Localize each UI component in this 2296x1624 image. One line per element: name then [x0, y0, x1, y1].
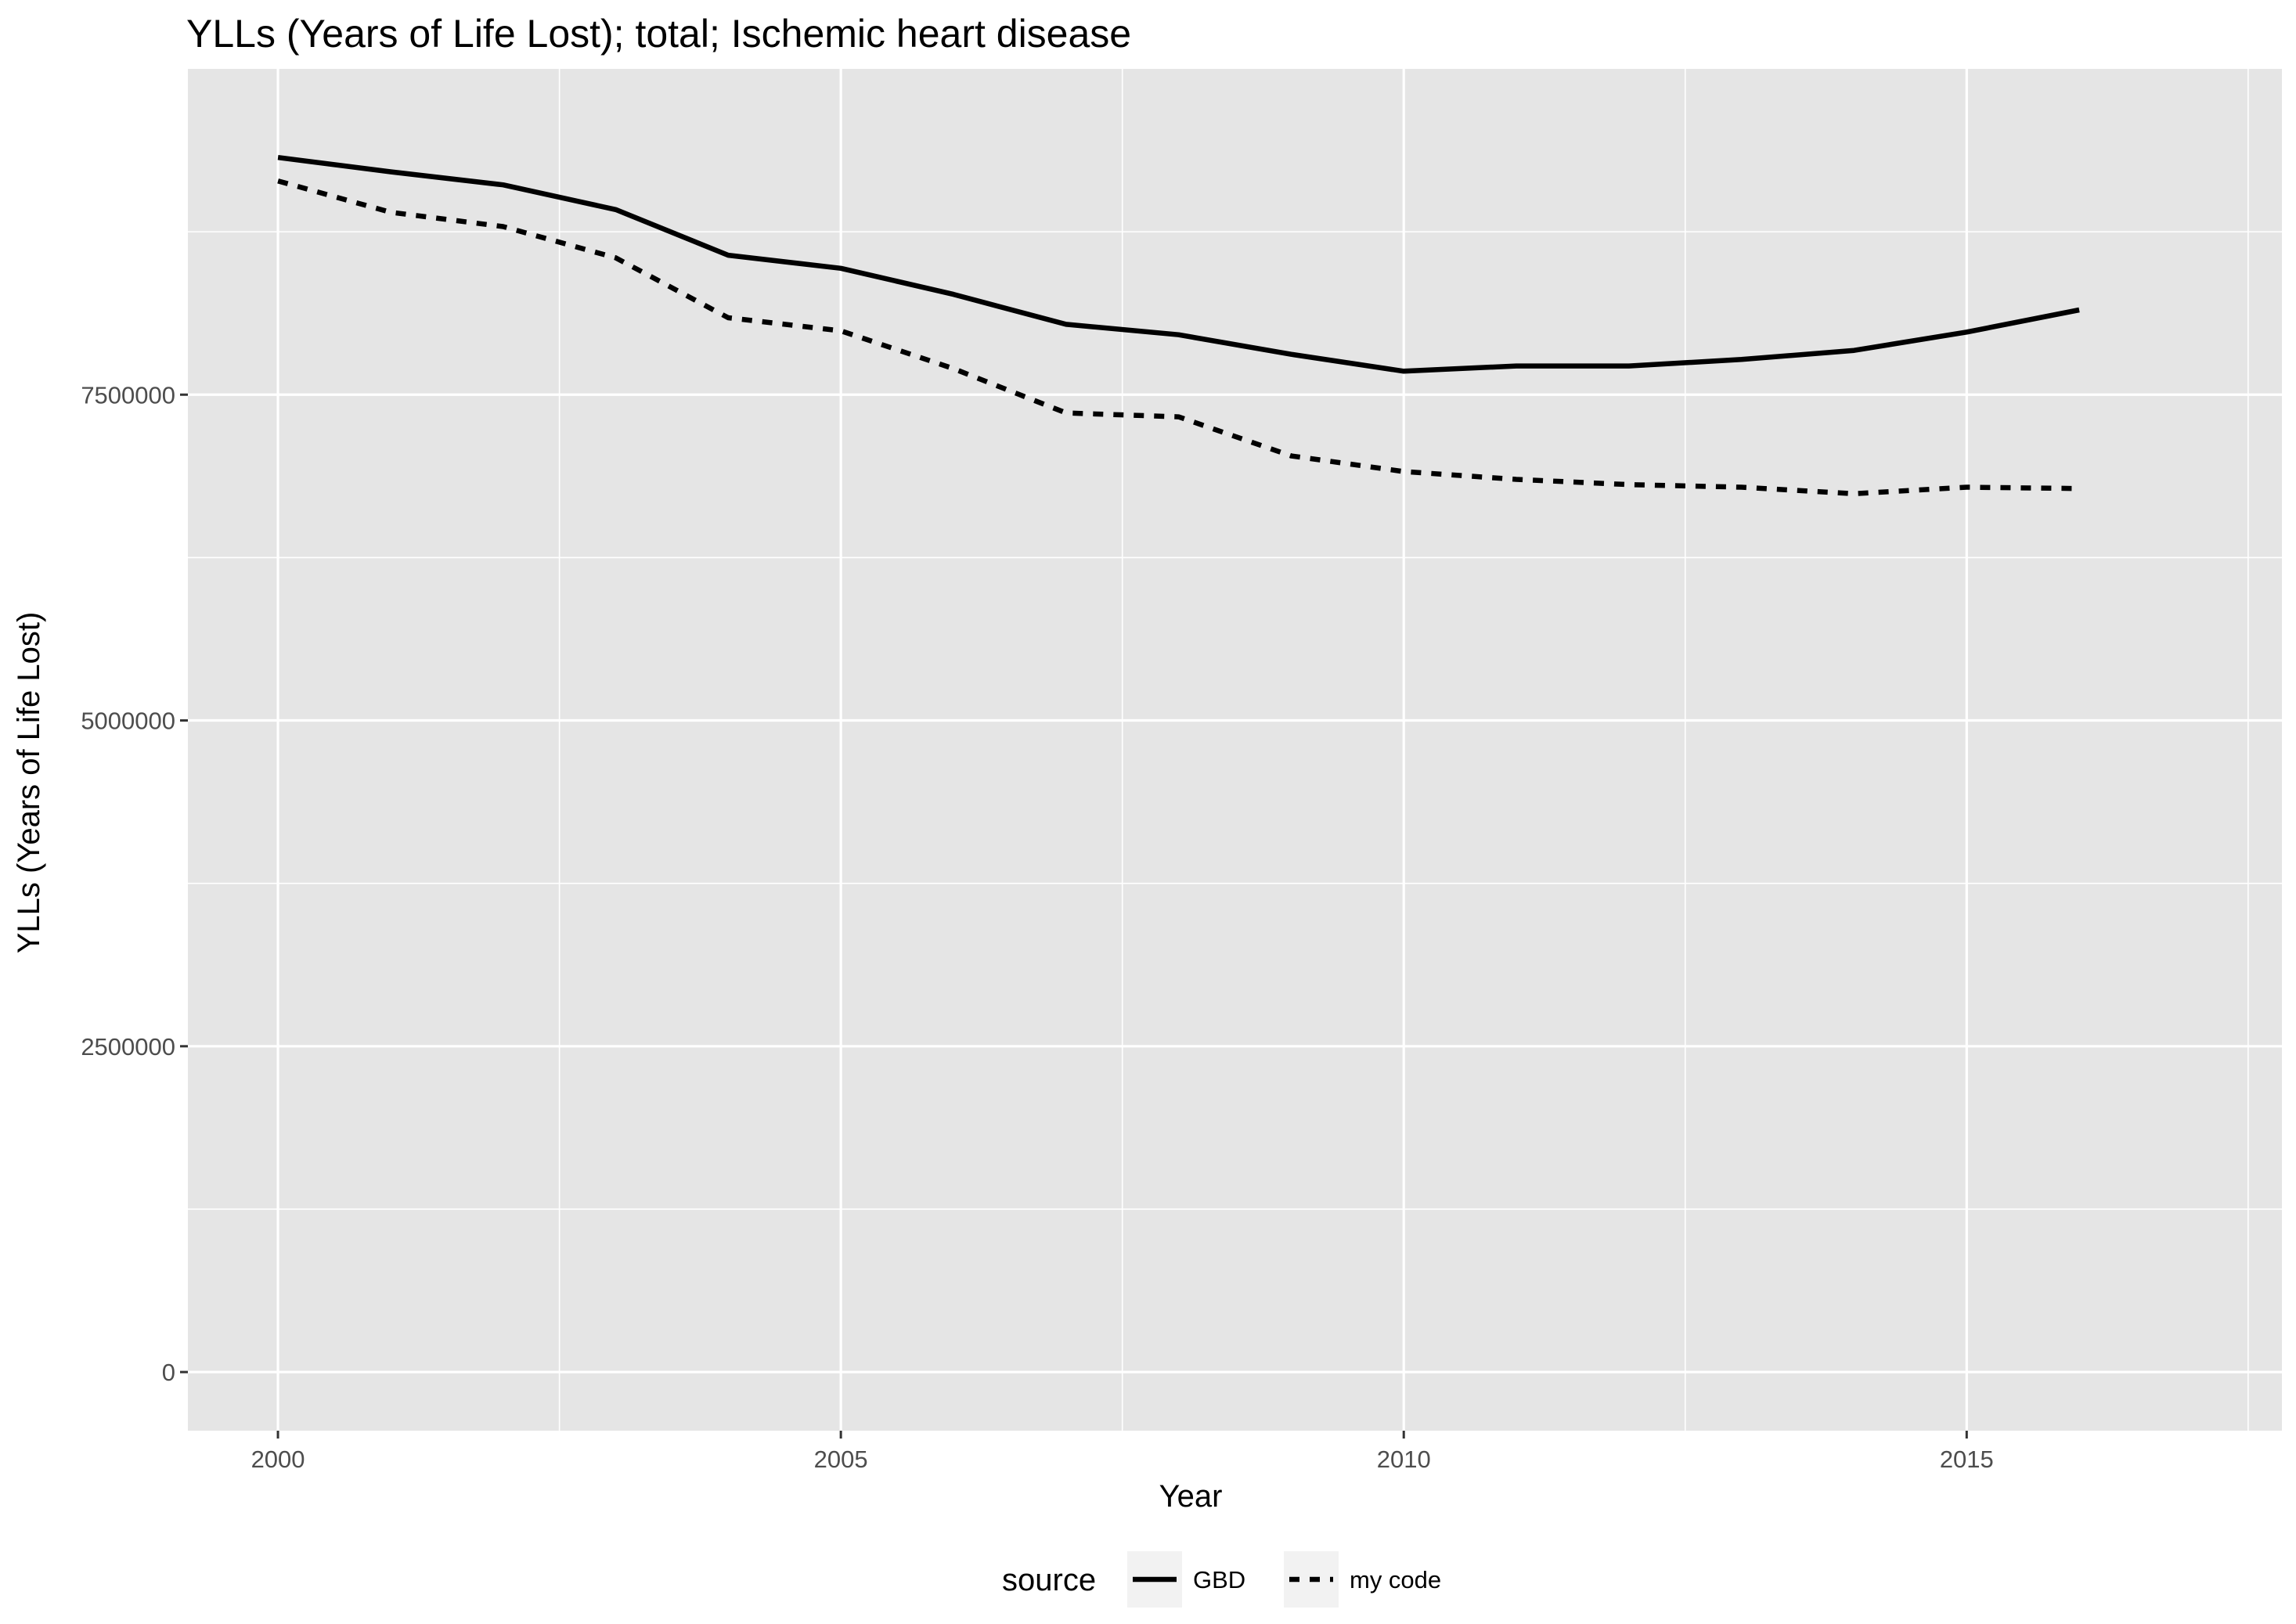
series-line-gbd: [277, 154, 2080, 374]
y-tick-label: 2500000: [81, 1033, 175, 1060]
x-axis: 2000 2005 2010 2015: [251, 1431, 1994, 1473]
x-tick-label: 2010: [1377, 1446, 1431, 1473]
y-tick-label: 0: [162, 1359, 175, 1386]
legend-label: GBD: [1193, 1566, 1245, 1593]
series-line-my-code: [277, 178, 2080, 497]
y-tick-label: 5000000: [81, 708, 175, 735]
y-axis-title: YLLs (Years of Life Lost): [12, 612, 46, 954]
x-tick-label: 2000: [251, 1446, 305, 1473]
chart-title: YLLs (Years of Life Lost); total; Ischem…: [186, 12, 1131, 56]
minor-grid: [188, 69, 2282, 1431]
series-layer: [277, 154, 2080, 497]
legend-label: my code: [1350, 1566, 1441, 1593]
plot-panel: [188, 69, 2282, 1431]
x-tick-label: 2005: [814, 1446, 868, 1473]
x-axis-title: Year: [1159, 1479, 1223, 1514]
legend-title: source: [1002, 1563, 1096, 1597]
y-tick-label: 7500000: [81, 381, 175, 409]
x-tick-label: 2015: [1940, 1446, 1994, 1473]
major-grid: [188, 69, 2282, 1431]
y-axis: 0 2500000 5000000 7500000: [81, 381, 188, 1386]
legend: source GBD my code: [1002, 1551, 1441, 1608]
